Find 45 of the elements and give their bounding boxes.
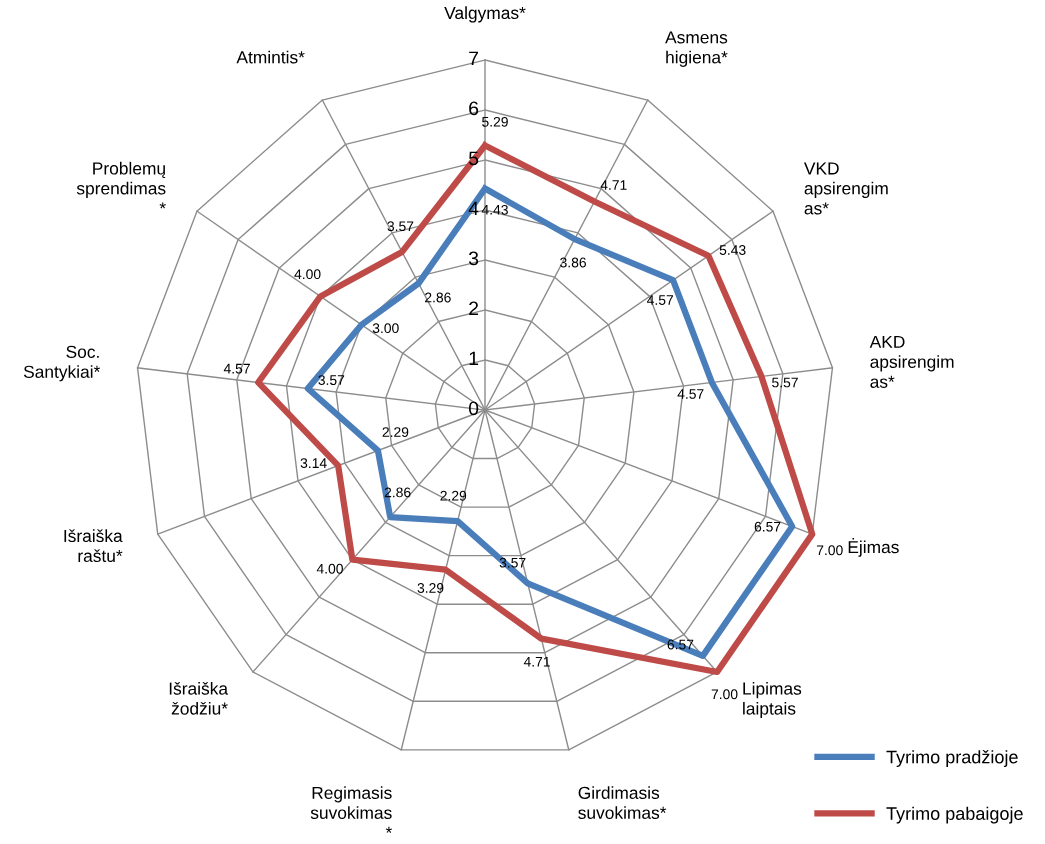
- data-label: 3.29: [417, 583, 444, 593]
- data-label: 3.86: [560, 257, 586, 268]
- spoke-label: Ėjimas: [848, 538, 899, 557]
- data-label: 7.00: [816, 545, 843, 556]
- data-label: 4.00: [294, 269, 321, 280]
- data-label: 2.29: [440, 490, 467, 501]
- spoke-label: Išraiška žodžiu*: [169, 681, 229, 715]
- spoke-label: VKD apsirengim as*: [803, 162, 888, 215]
- data-label: 5.43: [719, 245, 746, 255]
- y-tick-label: 5: [468, 151, 479, 166]
- data-label: 5.29: [482, 116, 508, 127]
- spoke-label: AKD apsirengim as*: [869, 335, 954, 388]
- data-label: 4.57: [223, 363, 250, 374]
- spoke-label: Regimasis suvokimas *: [310, 786, 392, 833]
- y-tick-label: 7: [469, 51, 479, 66]
- y-tick-label: 0: [468, 401, 479, 416]
- data-label: 5.57: [772, 377, 798, 388]
- spoke-label: Soc. Santykiai*: [23, 345, 101, 382]
- data-label: 4.57: [677, 389, 704, 399]
- spoke-label: Valgymas*: [444, 6, 526, 23]
- spoke-label: Asmens higiena*: [665, 31, 728, 67]
- legend-label: Tyrimo pradžioje: [886, 750, 1018, 767]
- y-tick-label: 3: [468, 251, 479, 266]
- data-label: 2.86: [425, 292, 451, 303]
- data-label: 7.00: [711, 689, 738, 700]
- data-label: 4.71: [523, 656, 550, 667]
- data-label: 4.57: [647, 295, 674, 305]
- y-tick-label: 6: [469, 101, 479, 116]
- data-label: 3.57: [387, 221, 414, 232]
- y-tick-label: 1: [469, 351, 479, 366]
- spoke-label: Išraiška raštu*: [64, 529, 123, 563]
- data-label: 4.00: [316, 563, 343, 574]
- spoke-label: Problemų sprendimas *: [76, 161, 166, 209]
- data-label: 4.71: [600, 180, 627, 190]
- data-label: 3.00: [372, 323, 399, 334]
- y-tick-label: 2: [469, 301, 479, 316]
- data-label: 6.57: [754, 521, 781, 532]
- data-label: 2.29: [382, 427, 409, 437]
- spoke-label: Girdimasis suvokimas*: [578, 786, 667, 819]
- data-label: 4.43: [481, 204, 508, 215]
- spoke-label: Lipimas laiptais: [743, 681, 802, 719]
- spoke-label: Atmintis*: [236, 50, 305, 64]
- data-label: 3.14: [300, 458, 327, 469]
- legend-label: Tyrimo pabaigoje: [886, 806, 1023, 824]
- data-label: 3.57: [318, 375, 345, 385]
